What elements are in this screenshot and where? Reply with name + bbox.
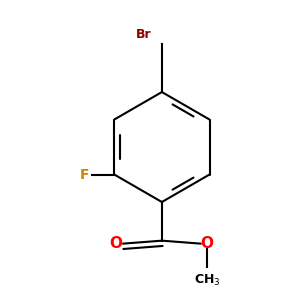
Text: O: O	[109, 236, 122, 251]
Text: F: F	[80, 167, 89, 182]
Text: O: O	[201, 236, 214, 251]
Text: Br: Br	[136, 28, 152, 40]
Text: CH$_3$: CH$_3$	[194, 273, 220, 288]
